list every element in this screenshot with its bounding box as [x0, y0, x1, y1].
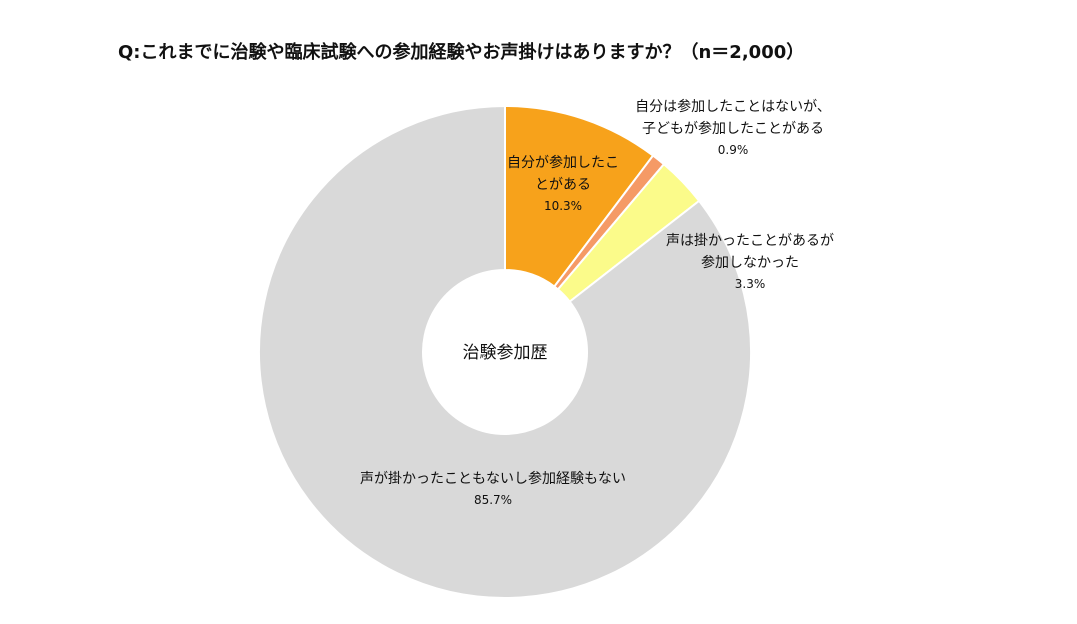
- slice-self-participated: [504, 104, 655, 288]
- slice-label-asked-not-joined: 声は掛かったことがあるが 参加しなかった 3.3%: [635, 230, 865, 294]
- slice-value-label: 85.7%: [473, 493, 513, 507]
- slice-label-line: とがある: [535, 177, 591, 193]
- slice-label-self-participated: 自分が参加したこ とがある 10.3%: [493, 152, 633, 216]
- donut-center-label: 治験参加歴: [462, 343, 548, 363]
- slice-label-line: 子どもが参加したことがある: [642, 121, 824, 137]
- slice-never: [258, 104, 752, 599]
- slice-value-label: 0.9%: [717, 143, 749, 157]
- slice-label-line: 声が掛かったこともないし参加経験もない: [360, 471, 626, 487]
- slice-label-never: 声が掛かったこともないし参加経験もない 85.7%: [323, 468, 663, 510]
- slice-label-child-participated: 自分は参加したことはないが、 子どもが参加したことがある 0.9%: [608, 96, 858, 160]
- slice-value-label: 3.3%: [734, 277, 766, 291]
- slice-label-line: 自分は参加したことはないが、: [635, 99, 831, 115]
- slice-label-line: 自分が参加したこ: [507, 155, 619, 171]
- slice-label-line: 参加しなかった: [701, 255, 799, 271]
- slice-value-label: 10.3%: [543, 199, 583, 213]
- slice-label-line: 声は掛かったことがあるが: [666, 233, 834, 249]
- chart-title: Q:これまでに治験や臨床試験への参加経験やお声掛けはありますか？（n＝2,000…: [118, 42, 805, 63]
